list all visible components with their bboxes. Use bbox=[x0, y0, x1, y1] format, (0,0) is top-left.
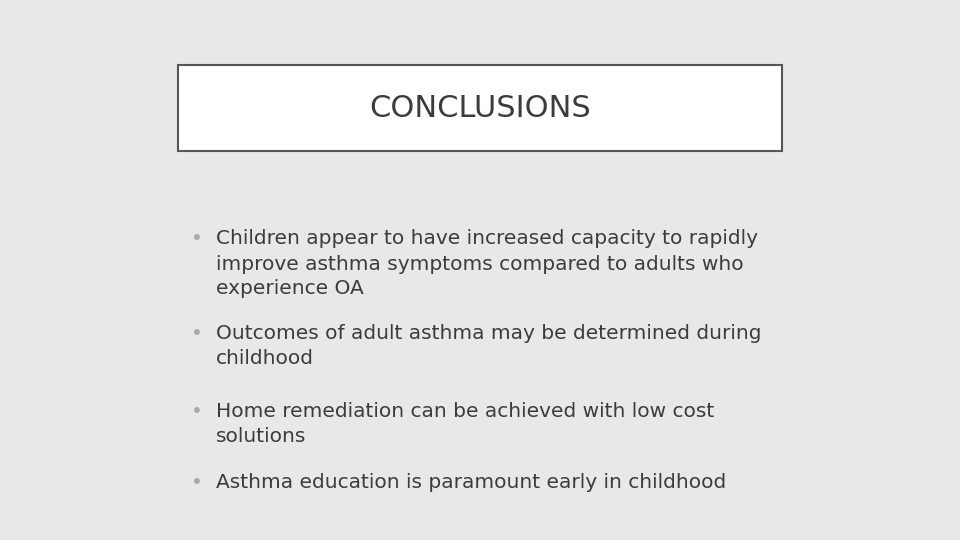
Text: •: • bbox=[191, 324, 203, 343]
FancyBboxPatch shape bbox=[178, 65, 782, 151]
Text: •: • bbox=[191, 230, 203, 248]
Text: •: • bbox=[191, 402, 203, 421]
Text: Home remediation can be achieved with low cost
solutions: Home remediation can be achieved with lo… bbox=[216, 402, 714, 446]
Text: •: • bbox=[191, 472, 203, 491]
Text: CONCLUSIONS: CONCLUSIONS bbox=[370, 93, 590, 123]
Text: Outcomes of adult asthma may be determined during
childhood: Outcomes of adult asthma may be determin… bbox=[216, 324, 761, 368]
Text: Asthma education is paramount early in childhood: Asthma education is paramount early in c… bbox=[216, 472, 727, 491]
Text: Children appear to have increased capacity to rapidly
improve asthma symptoms co: Children appear to have increased capaci… bbox=[216, 230, 758, 299]
